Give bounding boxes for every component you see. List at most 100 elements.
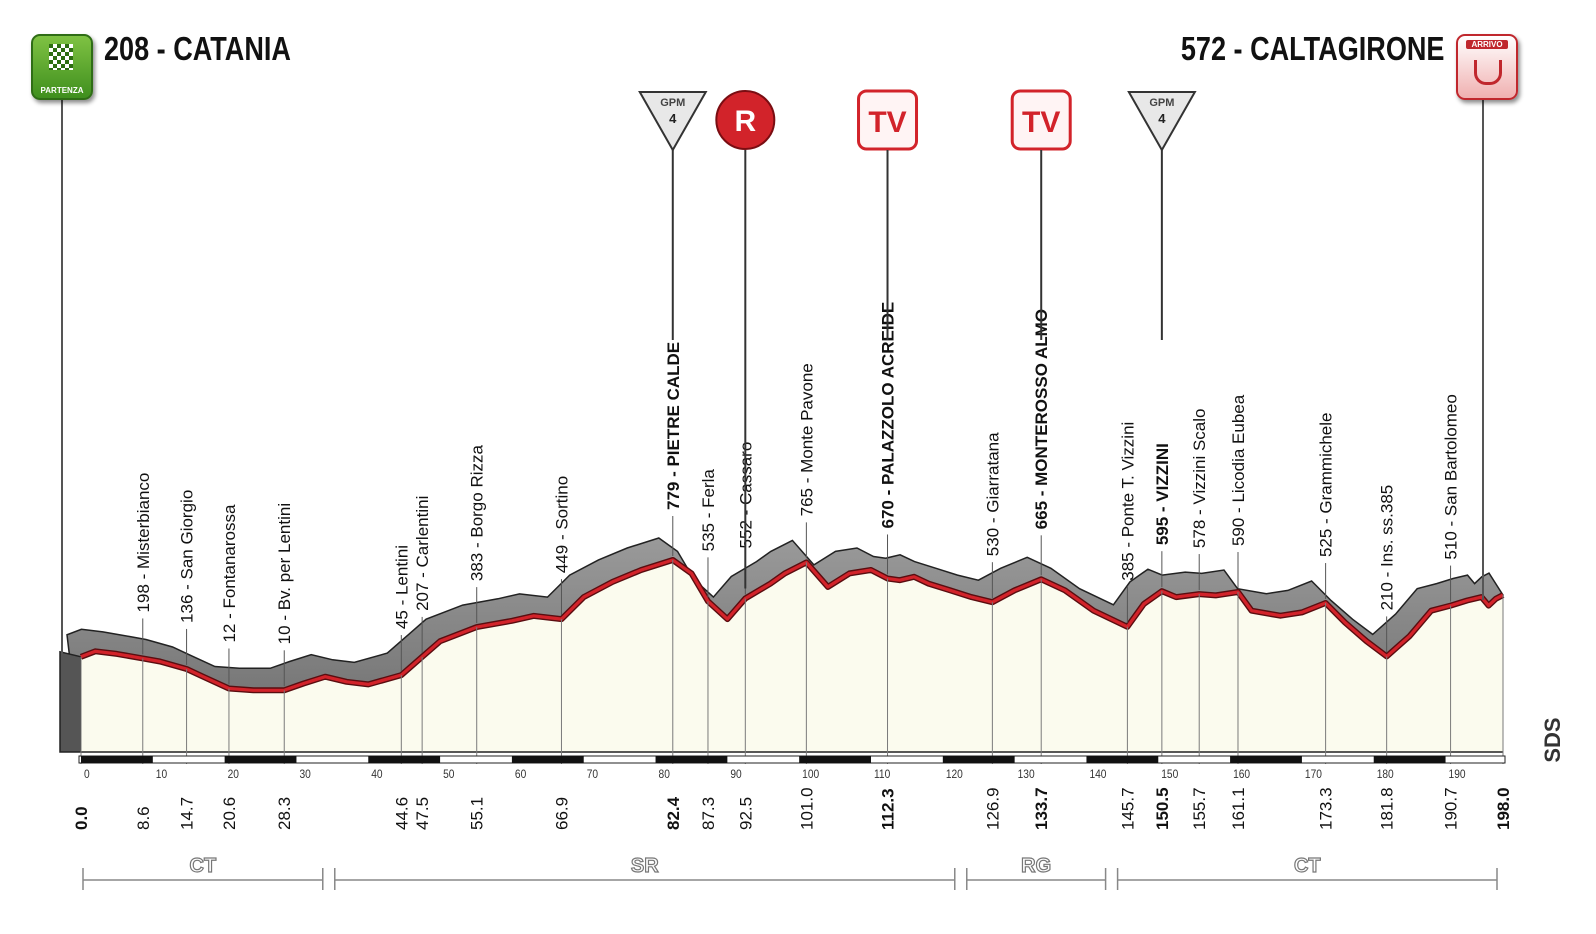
- waypoint-km-label: 44.6: [392, 797, 411, 830]
- waypoint-km-label: 82.4: [664, 796, 683, 830]
- km-tick-label: 110: [874, 768, 890, 781]
- km-tick-label: 130: [1018, 768, 1035, 781]
- waypoint-label: 530 - Giarratana: [983, 432, 1002, 556]
- km-tick-label: 80: [659, 768, 670, 781]
- km-tick-label: 60: [515, 768, 526, 781]
- waypoint-label: 665 - MONTEROSSO ALMO: [1032, 309, 1051, 529]
- waypoint-km-label: 47.5: [413, 797, 432, 830]
- km-tick-label: 150: [1161, 768, 1178, 781]
- waypoint-label: 525 - Grammichele: [1317, 412, 1336, 557]
- ruler-segment: [81, 756, 153, 763]
- ruler-segment: [1373, 756, 1446, 763]
- waypoint-label: 198 - Misterbianco: [134, 473, 153, 613]
- sds-logo: SDS: [1540, 717, 1565, 762]
- waypoint-km-label: 145.7: [1118, 787, 1137, 830]
- waypoint-label: 535 - Ferla: [699, 469, 718, 552]
- profile-side-wall: [59, 650, 82, 753]
- checkered-flag-icon: [49, 44, 73, 70]
- tv-marker-icon: [1010, 89, 1072, 151]
- ruler-segment: [1086, 756, 1159, 763]
- road-line: [80, 558, 1504, 692]
- start-badge: PARTENZA: [31, 34, 93, 100]
- waypoint-label: 670 - PALAZZOLO ACREIDE: [879, 302, 898, 529]
- km-tick-label: 160: [1233, 768, 1250, 781]
- waypoint-km-label: 8.6: [134, 806, 153, 830]
- km-tick-label: 180: [1377, 768, 1394, 781]
- province-bands: CT SR RG CT: [82, 854, 1498, 890]
- gpm-marker-category: 4: [1158, 111, 1166, 126]
- km-tick-label: 0: [84, 768, 90, 781]
- km-tick-label: 170: [1305, 768, 1322, 781]
- ruler-segment: [511, 756, 584, 763]
- waypoint-label: 136 - San Giorgio: [178, 490, 197, 623]
- waypoint-label: 383 - Borgo Rizza: [468, 444, 487, 581]
- waypoint-label: 765 - Monte Pavone: [797, 363, 816, 516]
- ruler-segment: [368, 756, 441, 763]
- ruler-segment: [655, 756, 728, 763]
- profile-area: [59, 537, 1505, 753]
- waypoint-label: 595 - VIZZINI: [1153, 443, 1172, 545]
- ruler-segment: [942, 756, 1015, 763]
- finish-title: 572 - CALTAGIRONE: [1180, 30, 1444, 67]
- waypoint-km-label: 0.0: [72, 806, 91, 830]
- km-tick-label: 70: [587, 768, 598, 781]
- waypoint-km-label: 126.9: [983, 787, 1002, 830]
- province-label: CT: [1294, 855, 1321, 877]
- province-label: RG: [1021, 855, 1051, 877]
- km-tick-label: 50: [443, 768, 454, 781]
- waypoint-km-label: 190.7: [1442, 787, 1461, 830]
- ruler-segment: [799, 756, 871, 763]
- start-badge-label: PARTENZA: [40, 86, 84, 95]
- km-tick-label: 10: [156, 768, 167, 781]
- km-ruler: 0 10 20 30 40 50 60 70 80 90 100 110 120 130 140 150 160…: [78, 755, 1506, 781]
- km-tick-label: 30: [299, 768, 310, 781]
- km-tick-label: 190: [1449, 768, 1466, 781]
- tv-marker-text: TV: [868, 106, 906, 139]
- r-marker-text: R: [734, 105, 756, 138]
- profile-fill: [81, 560, 1503, 752]
- waypoint-label: 210 - Ins. ss.385: [1378, 485, 1397, 611]
- waypoint-km-label: 101.0: [797, 787, 816, 830]
- waypoint-km-label: 150.5: [1153, 787, 1172, 830]
- waypoint-label: 385 - Ponte T. Vizzini: [1118, 422, 1137, 581]
- waypoint-label: 45 - Lentini: [392, 545, 411, 629]
- waypoint-km-label: 155.7: [1190, 787, 1209, 830]
- gpm-marker-category: 4: [669, 111, 677, 126]
- race-markers: GPM 4 R TV TV GPM 4: [638, 89, 1197, 589]
- waypoint-km-label: 173.3: [1317, 787, 1336, 830]
- finish-line-icon: [1474, 60, 1502, 85]
- waypoint-km-label: 198.0: [1494, 787, 1513, 830]
- province-label: SR: [631, 855, 659, 877]
- waypoint-label: 578 - Vizzini Scalo: [1190, 409, 1209, 549]
- waypoint-label: 510 - San Bartolomeo: [1442, 394, 1461, 559]
- waypoint-label: 449 - Sortino: [552, 476, 571, 573]
- waypoint-label: 590 - Licodia Eubea: [1229, 394, 1248, 546]
- province-label: CT: [190, 855, 217, 877]
- waypoint-label: 779 - PIETRE CALDE: [664, 342, 683, 510]
- ruler-track: [78, 755, 1506, 764]
- waypoint-label: 10 - Bv. per Lentini: [275, 503, 294, 644]
- waypoint-km-label: 14.7: [178, 797, 197, 830]
- km-tick-label: 100: [802, 768, 819, 781]
- start-title: 208 - CATANIA: [104, 30, 291, 67]
- waypoint-label: 207 - Carlentini: [413, 496, 432, 611]
- waypoint-km-label: 66.9: [552, 797, 571, 830]
- r-marker-icon: [715, 90, 776, 150]
- waypoint-km-label: 133.7: [1032, 787, 1051, 830]
- finish-badge-label: ARRIVO: [1466, 40, 1508, 49]
- ruler-segment: [1230, 756, 1302, 763]
- waypoint-km-label: 28.3: [275, 797, 294, 830]
- km-tick-label: 20: [228, 768, 239, 781]
- km-tick-label: 40: [371, 768, 382, 781]
- gpm-marker-icon: [1127, 91, 1197, 153]
- waypoint-km-label: 55.1: [468, 797, 487, 830]
- waypoint-km-label: 92.5: [736, 797, 755, 830]
- km-tick-label: 140: [1089, 768, 1106, 781]
- waypoint-km-label: 20.6: [220, 797, 239, 830]
- waypoint-km-label: 87.3: [699, 797, 718, 830]
- gpm-marker-text: GPM: [660, 97, 685, 109]
- waypoint-label: 12 - Fontanarossa: [220, 504, 239, 643]
- tv-marker-icon: [857, 89, 919, 151]
- gpm-marker-icon: [638, 91, 708, 153]
